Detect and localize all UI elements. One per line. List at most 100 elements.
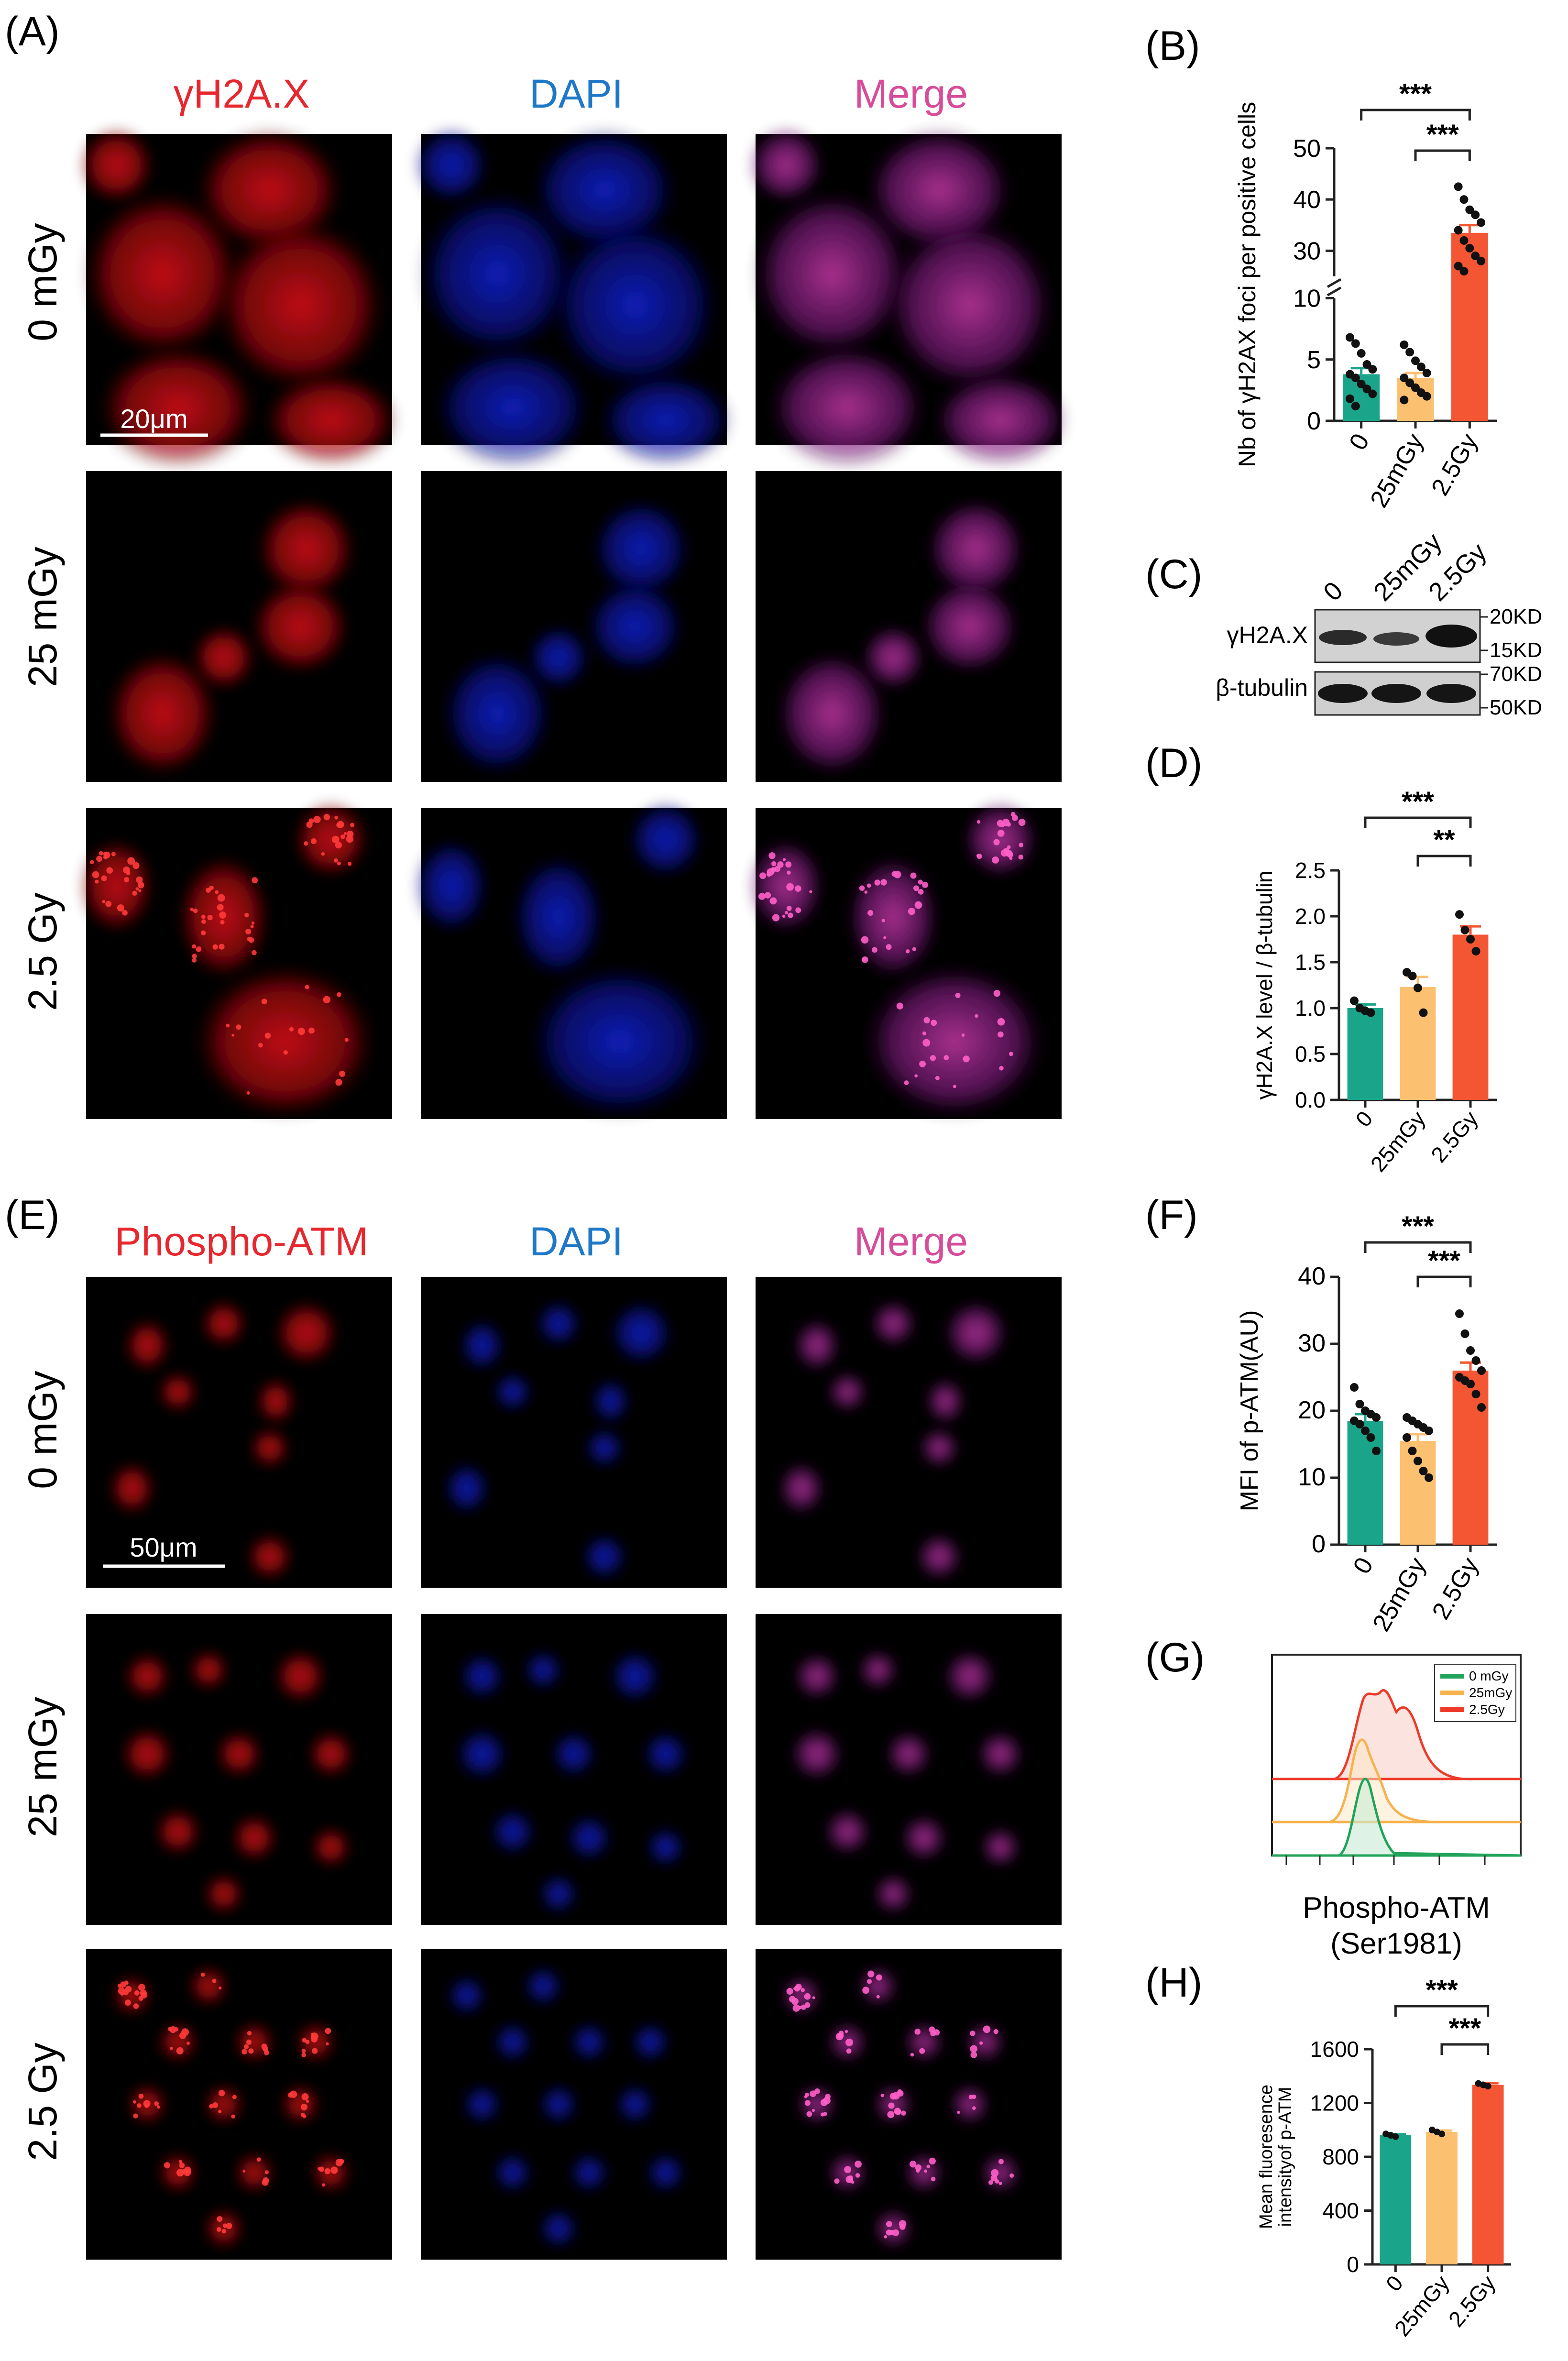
panel-e-cell [583, 1535, 626, 1579]
x-tick-label-0: 0 [1348, 1553, 1379, 1579]
bar-0 [1380, 2135, 1412, 2264]
panel-e-focus [867, 1970, 875, 1977]
panel-a-focus [881, 919, 885, 922]
data-point [1368, 389, 1377, 398]
panel-c-letter: (C) [1145, 551, 1202, 597]
panel-e-focus [241, 2049, 247, 2055]
panel-a-focus [219, 944, 225, 950]
significance-label: *** [1399, 78, 1432, 110]
panel-e-cell [927, 1379, 964, 1423]
panel-a-cell [863, 964, 1046, 1119]
panel-a-image-r1-dapi [415, 128, 733, 470]
panel-a-cell [80, 128, 154, 202]
panel-a-focus [993, 989, 1000, 997]
panel-e-focus [243, 2044, 249, 2050]
panel-e-cell [902, 1816, 945, 1860]
panel-e-focus [134, 1990, 140, 1996]
panel-a-col-merge: Merge [854, 71, 968, 116]
data-point [1400, 395, 1409, 405]
panel-e-cell [110, 1463, 154, 1513]
x-tick-label-2.5Gy: 2.5Gy [1427, 1553, 1484, 1624]
panel-e-cell [494, 1373, 531, 1411]
panel-a-focus [250, 924, 254, 928]
panel-a-focus [248, 937, 254, 943]
panel-a-focus [137, 881, 144, 889]
panel-e-focus [794, 1986, 800, 1992]
panel-a-focus [1019, 842, 1024, 847]
panel-e-focus [264, 2170, 269, 2174]
panel-e-cell [257, 1379, 295, 1423]
panel-a-image-r3-merge [749, 802, 1062, 1119]
panel-a-focus [908, 908, 915, 915]
data-point [1460, 925, 1469, 934]
data-point [1459, 195, 1469, 204]
panel-a-focus [335, 1079, 342, 1086]
panel-a-focus [997, 1018, 1005, 1026]
data-point [1405, 378, 1414, 387]
histogram-curve-25mgy [1272, 1738, 1521, 1823]
panel-a-focus [207, 915, 213, 921]
panel-a-focus [135, 887, 139, 891]
x-tick-label-0: 0 [1344, 429, 1375, 455]
data-point [1366, 1008, 1375, 1017]
panel-e-focus [322, 2183, 326, 2187]
data-point [1357, 380, 1366, 389]
panel-a-focus [809, 890, 812, 893]
data-point [1355, 1400, 1364, 1408]
panel-a-scale-label: 20μm [120, 404, 187, 434]
panel-e-focus [242, 2169, 246, 2173]
panel-e-image-grid [86, 1277, 1062, 2260]
panel-a-cell [294, 802, 368, 877]
panel-e-focus [301, 2053, 307, 2057]
data-point [1351, 402, 1360, 411]
panel-e-cell [918, 1535, 961, 1579]
significance-label: *** [1426, 119, 1459, 150]
histogram-xlabel-1: Phospho-ATM [1303, 1891, 1490, 1924]
panel-a-focus [336, 992, 341, 997]
panel-a-image-r1-merge [749, 128, 1068, 470]
panel-e-focus [970, 2045, 977, 2053]
panel-a-focus [220, 920, 225, 925]
panel-a-focus [219, 911, 227, 919]
panel-e-focus [884, 2235, 888, 2239]
panel-e-cell [945, 1651, 995, 1701]
panel-a-focus [252, 877, 258, 883]
panel-a-focus [764, 892, 771, 899]
panel-e-focus [247, 2031, 252, 2036]
panel-e-focus [223, 2223, 228, 2228]
panel-e-focus [886, 2229, 892, 2236]
panel-a-image-r2-stain [86, 471, 392, 782]
panel-e-cell [159, 1373, 197, 1411]
panel-a-focus [872, 947, 877, 953]
panel-e-focus [157, 2105, 161, 2109]
panel-e-focus [138, 1984, 145, 1991]
panel-e-cell [592, 1379, 629, 1423]
significance-label: ** [1433, 824, 1455, 856]
panel-e-focus [125, 1981, 129, 1985]
panel-a-focus [283, 1050, 288, 1055]
panel-a-cell [442, 651, 553, 776]
panel-a-focus [334, 858, 338, 863]
panel-e-cell [795, 1654, 838, 1698]
y-axis-label-line2: intensityof p-ATM [1275, 2087, 1295, 2227]
panel-e-image-r1-merge [756, 1277, 1062, 1588]
bar-25mGy [1400, 987, 1436, 1100]
data-point [1402, 1433, 1411, 1442]
x-tick-label-25mGy: 25mGy [1366, 1106, 1430, 1176]
panel-a-focus [215, 890, 219, 894]
panel-a-focus [976, 820, 981, 824]
panel-a-cell [927, 499, 1025, 599]
panel-e-row-25mgy: 25 mGy [20, 1697, 65, 1837]
panel-e-focus [263, 2046, 268, 2052]
panel-a-cell [263, 373, 398, 467]
panel-e-cell [457, 1729, 507, 1779]
panel-a-focus [192, 954, 197, 959]
panel-e-focus [301, 2093, 309, 2101]
panel-a-focus [774, 866, 780, 872]
panel-e-cell [982, 1828, 1019, 1866]
panel-e-cell [780, 1463, 823, 1513]
panel-a-focus [321, 852, 325, 856]
data-point [1411, 356, 1420, 365]
panel-a-focus [101, 875, 107, 881]
data-point [1414, 1457, 1422, 1465]
